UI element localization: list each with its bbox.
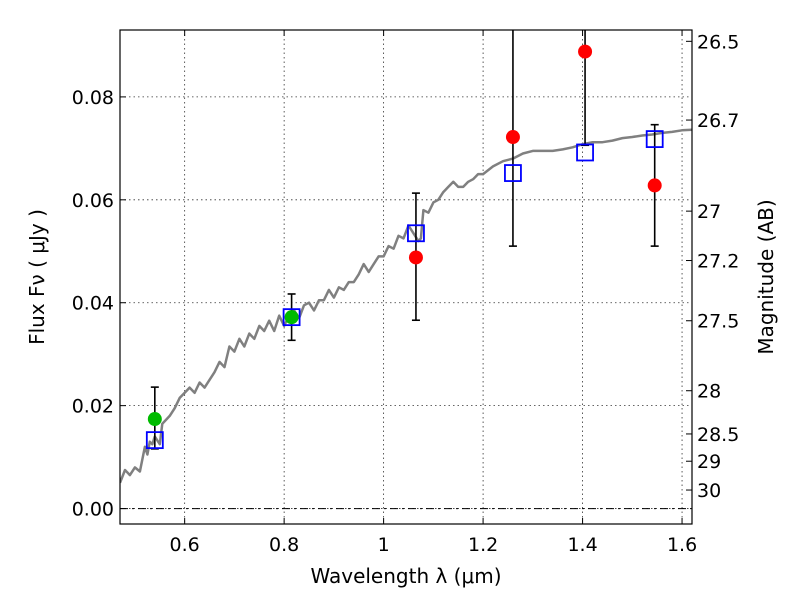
x-tick-label: 1.6 <box>667 534 697 556</box>
right-tick-label: 27.5 <box>697 311 739 333</box>
observed-flux-point <box>284 310 299 325</box>
observed-flux-point <box>647 178 662 193</box>
observed-flux-point <box>505 130 520 145</box>
model-band-flux-square <box>504 164 522 182</box>
y-tick-label: 0.06 <box>72 190 114 212</box>
x-tick-label: 0.6 <box>170 534 200 556</box>
y-tick-label: 0.02 <box>72 396 114 418</box>
observed-flux-point <box>408 250 423 265</box>
x-tick-label: 1 <box>378 534 390 556</box>
x-axis-label: Wavelength λ (μm) <box>310 564 501 588</box>
right-magnitude-axis-ticks: 26.5 26.7 27 27.2 27.5 28 28.5 29 30 <box>686 31 739 502</box>
plot-frame <box>119 29 693 525</box>
right-tick-label: 27.2 <box>697 251 739 273</box>
right-tick-label: 28 <box>697 381 721 403</box>
right-tick-label: 30 <box>697 480 721 502</box>
x-axis-ticks: 0.6 0.8 1 1.2 1.4 1.6 <box>170 30 697 556</box>
x-tick-label: 1.4 <box>567 534 597 556</box>
model-band-flux-square <box>145 431 164 450</box>
y-axis-label: Flux Fν ( μJy ) <box>25 209 49 345</box>
right-tick-label: 28.5 <box>697 424 739 446</box>
right-axis-label: Magnitude (AB) <box>754 199 778 354</box>
y-tick-label: 0.04 <box>72 293 114 315</box>
y-tick-label: 0.00 <box>72 499 114 521</box>
model-band-flux-square <box>282 308 301 327</box>
right-tick-label: 26.7 <box>697 110 739 132</box>
plot-series <box>120 30 692 484</box>
y-axis-ticks: 0.00 0.02 0.04 0.06 0.08 <box>72 87 126 521</box>
model-band-flux-square <box>645 130 664 148</box>
y-tick-label: 0.08 <box>72 87 114 109</box>
right-tick-label: 26.5 <box>697 31 739 53</box>
right-tick-label: 29 <box>697 451 721 473</box>
model-band-flux-square <box>576 143 594 162</box>
observed-flux-point <box>578 44 593 59</box>
model-spectrum-line <box>120 128 692 484</box>
grid <box>120 30 692 524</box>
x-tick-label: 1.2 <box>468 534 498 556</box>
observed-flux-point <box>147 412 162 427</box>
model-band-flux-square <box>407 224 425 243</box>
x-tick-label: 0.8 <box>269 534 299 556</box>
right-tick-label: 27 <box>697 201 721 223</box>
